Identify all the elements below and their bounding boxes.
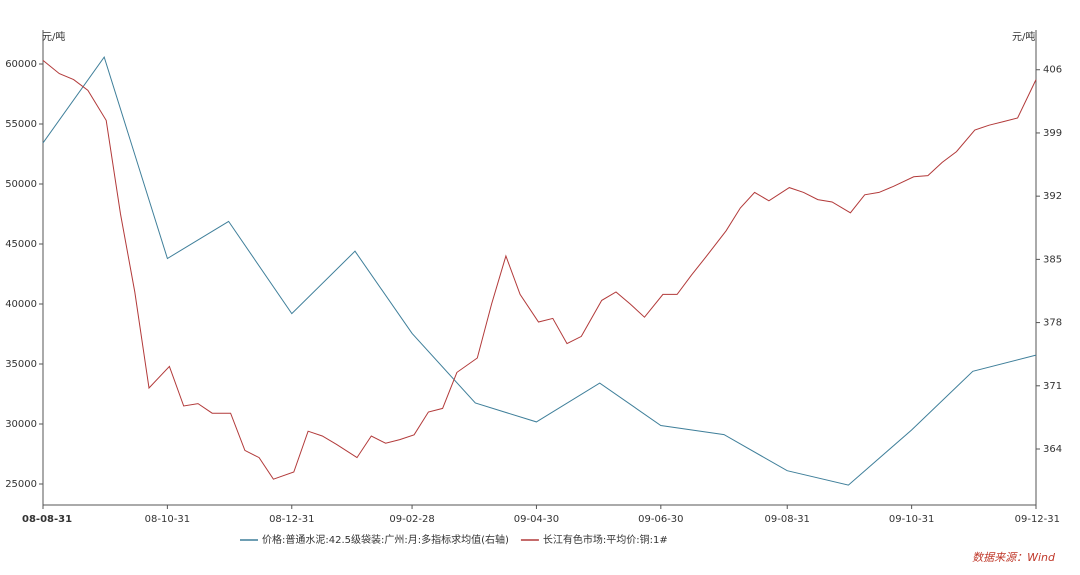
y-tick-label: 45000 xyxy=(5,239,37,250)
x-tick-label: 08-10-31 xyxy=(145,514,190,525)
y2-tick-label: 371 xyxy=(1043,381,1062,392)
y-unit: 元/吨 xyxy=(42,30,65,43)
y-tick-label: 25000 xyxy=(5,479,37,490)
x-tick-label: 09-06-30 xyxy=(638,514,683,525)
x-tick-label: 09-02-28 xyxy=(389,514,434,525)
x-tick-label: 08-08-31 xyxy=(22,514,72,525)
y2-tick-label: 378 xyxy=(1043,318,1062,329)
series-line xyxy=(42,60,1037,480)
legend-label: 价格:普通水泥:42.5级袋装:广州:月:多指标求均值(右轴) xyxy=(262,533,509,546)
y2-unit: 元/吨 xyxy=(1012,30,1035,43)
y2-tick-label: 385 xyxy=(1043,254,1062,265)
y-tick-label: 50000 xyxy=(5,179,37,190)
y2-tick-label: 406 xyxy=(1043,65,1062,76)
y-tick-label: 35000 xyxy=(5,359,37,370)
y2-tick-label: 364 xyxy=(1043,444,1062,455)
source: 数据来源：Wind xyxy=(972,551,1056,564)
x-tick-label: 09-10-31 xyxy=(889,514,934,525)
legend-label: 长江有色市场:平均价:铜:1# xyxy=(543,533,668,546)
x-tick-label: 09-08-31 xyxy=(765,514,810,525)
series-line xyxy=(42,55,1037,486)
x-tick-label: 08-12-31 xyxy=(269,514,314,525)
y-tick-label: 60000 xyxy=(5,59,37,70)
y-tick-label: 30000 xyxy=(5,419,37,430)
y-tick-label: 55000 xyxy=(5,119,37,130)
y-tick-label: 40000 xyxy=(5,299,37,310)
y2-tick-label: 392 xyxy=(1043,191,1062,202)
x-tick-label: 09-04-30 xyxy=(514,514,559,525)
x-tick-label: 09-12-31 xyxy=(1015,514,1060,525)
y2-tick-label: 399 xyxy=(1043,128,1062,139)
